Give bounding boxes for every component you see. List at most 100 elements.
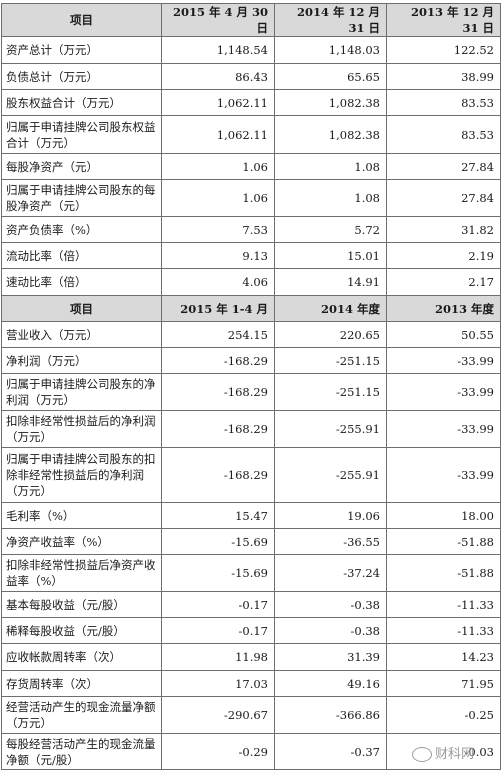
- row-value: -15.69: [161, 528, 275, 555]
- row-value: -33.99: [386, 410, 501, 448]
- row-value: 31.39: [274, 643, 387, 671]
- row-value: 31.82: [386, 216, 501, 243]
- table-row: 归属于申请挂牌公司股东的扣除非经常性损益后的净利润（万元） -168.29 -255…: [1, 447, 501, 503]
- row-value: 1,148.54: [161, 36, 275, 64]
- row-value: 1,062.11: [161, 115, 275, 154]
- table-row: 负债总计（万元） 86.43 65.65 38.99: [1, 63, 501, 90]
- row-value: -0.25: [386, 696, 501, 734]
- row-value: 86.43: [161, 63, 275, 90]
- column-header-period: 2014 年 12 月 31 日: [274, 3, 387, 37]
- row-value: 14.91: [274, 268, 387, 296]
- row-value: 83.53: [386, 115, 501, 154]
- column-header-period: 2013 年 12 月 31 日: [386, 3, 501, 37]
- row-label: 存货周转率（次）: [1, 670, 162, 697]
- row-value: 15.47: [161, 502, 275, 529]
- row-label: 流动比率（倍）: [1, 242, 162, 269]
- row-value: 122.52: [386, 36, 501, 64]
- row-label: 营业收入（万元）: [1, 321, 162, 348]
- row-value: 17.03: [161, 670, 275, 697]
- row-label: 每股净资产（元）: [1, 153, 162, 180]
- row-value: -33.99: [386, 373, 501, 411]
- row-value: -51.88: [386, 554, 501, 592]
- column-header-period: 2015 年 4 月 30 日: [161, 3, 275, 37]
- row-value: -0.03: [386, 733, 501, 770]
- row-value: 65.65: [274, 63, 387, 90]
- watermark-text: 财科网: [435, 747, 475, 762]
- row-label: 归属于申请挂牌公司股东的扣除非经常性损益后的净利润（万元）: [1, 447, 162, 503]
- row-value: -0.17: [161, 617, 275, 644]
- table-row: 股东权益合计（万元） 1,062.11 1,082.38 83.53: [1, 89, 501, 116]
- row-value: -33.99: [386, 347, 501, 374]
- row-value: 71.95: [386, 670, 501, 697]
- row-value: 1,148.03: [274, 36, 387, 64]
- table-row: 存货周转率（次） 17.03 49.16 71.95: [1, 670, 501, 697]
- row-value: 9.13: [161, 242, 275, 269]
- row-value: 1.08: [274, 153, 387, 180]
- row-value: -255.91: [274, 447, 387, 503]
- row-label: 稀释每股收益（元/股）: [1, 617, 162, 644]
- row-value: -366.86: [274, 696, 387, 734]
- column-header-period: 2013 年度: [386, 295, 501, 322]
- balance-header-row: 项目 2015 年 4 月 30 日 2014 年 12 月 31 日 2013 年 …: [1, 3, 501, 37]
- row-value: 1.06: [161, 179, 275, 217]
- row-value: 38.99: [386, 63, 501, 90]
- row-label: 负债总计（万元）: [1, 63, 162, 90]
- row-value: 2.19: [386, 242, 501, 269]
- table-row: 归属于申请挂牌公司股东的每股净资产（元） 1.06 1.08 27.84: [1, 179, 501, 217]
- income-header-row: 项目 2015 年 1-4 月 2014 年度 2013 年度: [1, 295, 501, 322]
- row-value: 50.55: [386, 321, 501, 348]
- row-label: 毛利率（%）: [1, 502, 162, 529]
- row-value: 1,062.11: [161, 89, 275, 116]
- row-value: 7.53: [161, 216, 275, 243]
- row-label: 资产负债率（%）: [1, 216, 162, 243]
- row-value: 254.15: [161, 321, 275, 348]
- row-value: -0.37: [274, 733, 387, 770]
- row-label: 净资产收益率（%）: [1, 528, 162, 555]
- row-value: 1,082.38: [274, 89, 387, 116]
- table-row: 每股净资产（元） 1.06 1.08 27.84: [1, 153, 501, 180]
- row-value: -37.24: [274, 554, 387, 592]
- row-value: -11.33: [386, 617, 501, 644]
- row-label: 经营活动产生的现金流量净额（万元）: [1, 696, 162, 734]
- row-label: 资产总计（万元）: [1, 36, 162, 64]
- row-value: 27.84: [386, 179, 501, 217]
- table-row: 每股经营活动产生的现金流量净额（元/股） -0.29 -0.37 -0.03: [1, 733, 501, 770]
- row-value: -251.15: [274, 373, 387, 411]
- row-label: 净利润（万元）: [1, 347, 162, 374]
- table-row: 扣除非经常性损益后的净利润（万元） -168.29 -255.91 -33.99: [1, 410, 501, 448]
- row-label: 归属于申请挂牌公司股东的每股净资产（元）: [1, 179, 162, 217]
- row-value: -168.29: [161, 447, 275, 503]
- row-value: -15.69: [161, 554, 275, 592]
- row-value: -0.38: [274, 591, 387, 618]
- row-label: 每股经营活动产生的现金流量净额（元/股）: [1, 733, 162, 770]
- row-label: 应收帐款周转率（次）: [1, 643, 162, 671]
- table-row: 净资产收益率（%） -15.69 -36.55 -51.88: [1, 528, 501, 555]
- row-value: 5.72: [274, 216, 387, 243]
- row-value: -168.29: [161, 410, 275, 448]
- row-value: -168.29: [161, 347, 275, 374]
- table-row: 资产负债率（%） 7.53 5.72 31.82: [1, 216, 501, 243]
- row-value: 18.00: [386, 502, 501, 529]
- row-value: 19.06: [274, 502, 387, 529]
- row-value: 49.16: [274, 670, 387, 697]
- row-label: 速动比率（倍）: [1, 268, 162, 296]
- table-row: 归属于申请挂牌公司股东的净利润（万元） -168.29 -251.15 -33.99: [1, 373, 501, 411]
- row-value: 2.17: [386, 268, 501, 296]
- row-value: 83.53: [386, 89, 501, 116]
- row-label: 基本每股收益（元/股）: [1, 591, 162, 618]
- row-value: -290.67: [161, 696, 275, 734]
- column-header-item: 项目: [1, 3, 162, 37]
- column-header-item: 项目: [1, 295, 162, 322]
- table-body: 项目 2015 年 4 月 30 日 2014 年 12 月 31 日 2013 年 …: [1, 3, 501, 770]
- row-value: 4.06: [161, 268, 275, 296]
- table-row: 资产总计（万元） 1,148.54 1,148.03 122.52: [1, 36, 501, 64]
- row-value: 1.06: [161, 153, 275, 180]
- column-header-period: 2015 年 1-4 月: [161, 295, 275, 322]
- row-value: -11.33: [386, 591, 501, 618]
- wechat-icon: [412, 747, 432, 762]
- column-header-period: 2014 年度: [274, 295, 387, 322]
- row-value: -36.55: [274, 528, 387, 555]
- row-value: 220.65: [274, 321, 387, 348]
- table-row: 基本每股收益（元/股） -0.17 -0.38 -11.33: [1, 591, 501, 618]
- table-row: 经营活动产生的现金流量净额（万元） -290.67 -366.86 -0.25: [1, 696, 501, 734]
